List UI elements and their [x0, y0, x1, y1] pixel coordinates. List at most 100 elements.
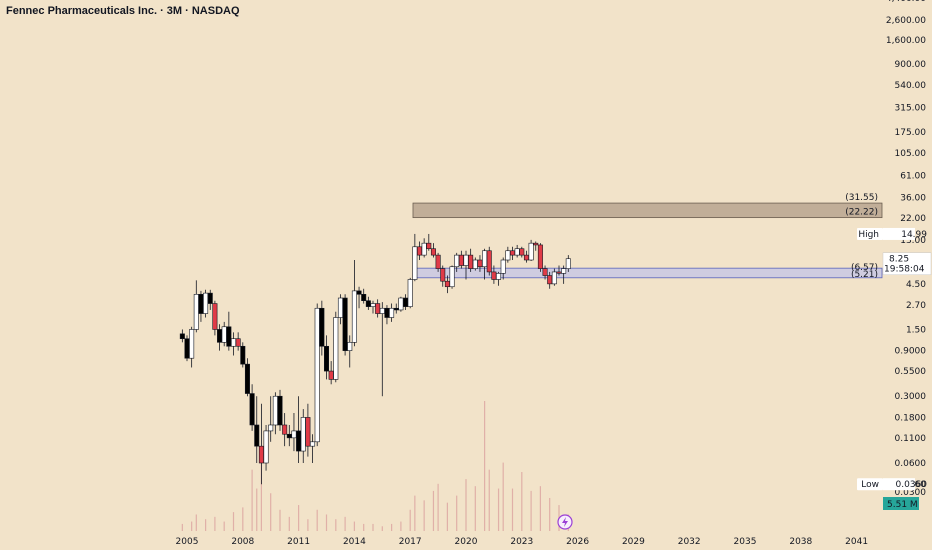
volume-bar — [191, 521, 193, 531]
candle-body — [356, 290, 362, 295]
candle-body — [258, 445, 264, 464]
volume-bar — [539, 486, 541, 531]
lightning-icon-bolt — [562, 517, 568, 527]
volume-bar — [242, 507, 244, 531]
volume-bar — [511, 488, 514, 531]
last-price-countdown: 19:58:04 — [884, 265, 925, 275]
candles — [179, 233, 571, 485]
volume-bar — [256, 488, 258, 531]
volume-bar — [521, 472, 523, 531]
volume-bar — [279, 509, 281, 531]
candle-body — [440, 268, 446, 282]
candle-body — [398, 297, 404, 311]
candle-body — [463, 254, 469, 266]
volume-bar — [307, 519, 309, 531]
zone-1 — [412, 267, 883, 279]
y-tick-label: 22.00 — [900, 214, 926, 224]
candle-body — [240, 345, 246, 365]
volume-bar — [423, 500, 425, 531]
candle-body — [426, 242, 432, 250]
volume-bar — [391, 523, 393, 531]
y-tick-label: 540.00 — [895, 81, 927, 91]
candle-body — [310, 441, 316, 447]
high-label-value: 14.99 — [901, 230, 927, 240]
volume-bar — [502, 462, 504, 531]
candle-body — [272, 395, 278, 426]
x-tick-label: 2032 — [678, 537, 701, 547]
x-tick-label: 2017 — [399, 537, 422, 547]
candle-body — [333, 317, 339, 380]
x-tick-label: 2008 — [231, 537, 254, 547]
candle-body — [528, 242, 534, 261]
volume-bar — [344, 516, 346, 531]
candle-body — [491, 271, 497, 280]
volume-bar — [488, 469, 490, 531]
candle-body — [412, 246, 418, 280]
high-tag-text: High — [858, 230, 879, 240]
candle-body — [449, 266, 455, 288]
candle-body — [435, 254, 441, 269]
candle-body — [403, 297, 409, 307]
low-label-box — [883, 478, 915, 491]
volume-bar — [456, 495, 458, 531]
y-tick-label: 0.3000 — [895, 392, 927, 402]
x-tick-label: 2038 — [789, 537, 812, 547]
candle-body — [496, 273, 502, 280]
volume-bar — [335, 519, 337, 531]
x-tick-label: 2005 — [176, 537, 199, 547]
volume-bar — [484, 401, 486, 531]
y-tick-label: 36.00 — [900, 194, 926, 204]
candle-body — [347, 342, 353, 351]
candle-body — [472, 259, 478, 269]
low-label-value: 0.0360 — [896, 480, 928, 490]
volume-bar — [432, 490, 435, 531]
volume-bar — [381, 526, 383, 531]
lightning-icon — [557, 514, 573, 530]
candle-body — [231, 338, 237, 347]
volume-tag-box — [883, 497, 919, 510]
candle-body — [533, 242, 539, 246]
volume-bar — [446, 502, 448, 531]
zone-upper-bottom-label: (22.22) — [845, 208, 878, 218]
candle-body — [254, 424, 260, 447]
candle-body — [305, 417, 311, 447]
candle-body — [509, 250, 515, 256]
last-price-box — [882, 252, 932, 275]
candle-body — [523, 254, 529, 261]
y-tick-label: 13.00 — [900, 236, 926, 246]
candle-body — [556, 271, 562, 274]
candle-body — [296, 430, 302, 452]
candle-body — [221, 326, 227, 343]
high-label-box — [883, 227, 915, 240]
y-tick-label: 2.70 — [906, 301, 926, 311]
candle-body — [375, 303, 381, 314]
y-tick-label: 0.5500 — [895, 367, 927, 377]
y-tick-label: 105.00 — [895, 149, 927, 159]
candle-body — [505, 250, 511, 261]
chart-title: Fennec Pharmaceuticals Inc. · 3M · NASDA… — [6, 5, 240, 17]
volume-bar — [530, 490, 532, 531]
candle-body — [444, 280, 450, 288]
volume-bar — [372, 523, 374, 531]
candle-body — [323, 345, 329, 372]
y-tick-label: 4.50 — [906, 280, 926, 290]
candle-body — [393, 307, 399, 311]
y-tick-label: 4,400.00 — [886, 0, 926, 4]
volume-bar — [223, 521, 225, 531]
last-price-value: 8.25 — [889, 255, 909, 265]
time-axis[interactable]: 2005 2008 2011 2014 2017 2020 2023 2026 2029 2032… — [176, 537, 869, 547]
candle-body — [537, 244, 543, 269]
volume-bar — [251, 469, 253, 531]
price-axis[interactable]: 4,400.00 2,600.00 1,600.00 900.00 540.00 315.… — [886, 0, 926, 498]
candle-body — [514, 248, 520, 256]
candle-body — [500, 259, 506, 274]
y-tick-label: 0.1100 — [895, 434, 927, 444]
candle-body — [193, 293, 199, 330]
low-tag-box — [857, 478, 883, 491]
volume-bar — [549, 497, 551, 531]
volume-bars — [181, 401, 569, 531]
y-tick-label: 2,600.00 — [886, 16, 926, 26]
volume-bar — [260, 448, 262, 531]
volume-bar — [195, 514, 197, 531]
